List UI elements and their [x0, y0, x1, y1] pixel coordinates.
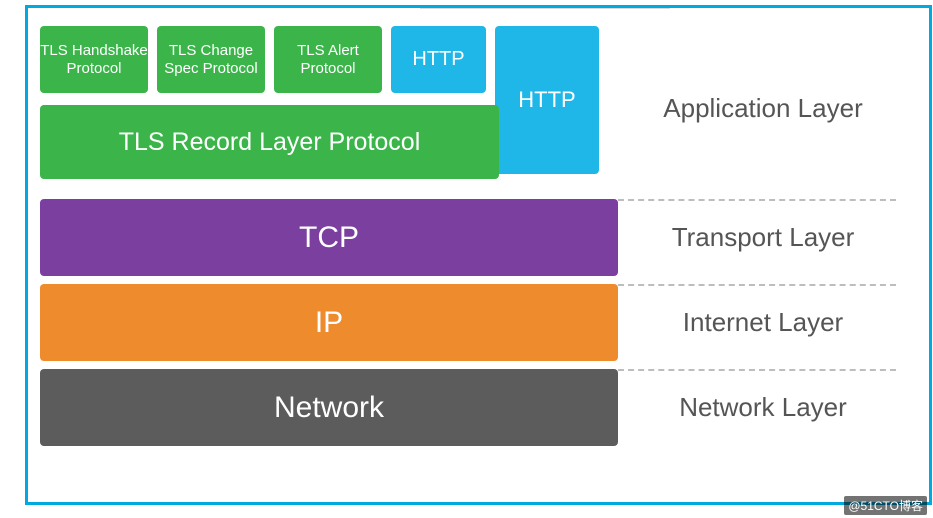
- application-layer-label: Application Layer: [663, 93, 862, 124]
- internet-layer-row: IP Internet Layer: [40, 284, 917, 361]
- application-layer-row: TLS Handshake Protocol TLS Change Spec P…: [40, 26, 917, 191]
- tcp-box: TCP: [40, 199, 618, 276]
- transport-layer-row: TCP Transport Layer: [40, 199, 917, 276]
- transport-layer-label: Transport Layer: [672, 222, 855, 253]
- transport-label-col: Transport Layer: [618, 199, 908, 276]
- network-box: Network: [40, 369, 618, 446]
- internet-layer-label: Internet Layer: [683, 307, 843, 338]
- internet-label-col: Internet Layer: [618, 284, 908, 361]
- diagram-frame: TLS Handshake Protocol TLS Change Spec P…: [25, 5, 932, 505]
- divider-3: [618, 369, 896, 371]
- network-label-col: Network Layer: [618, 369, 908, 446]
- tls-record-box: TLS Record Layer Protocol: [40, 105, 499, 179]
- application-blocks: TLS Handshake Protocol TLS Change Spec P…: [40, 26, 618, 179]
- network-layer-row: Network Network Layer: [40, 369, 917, 446]
- application-bottom-row: TLS Record Layer Protocol: [40, 105, 618, 179]
- divider-1: [618, 199, 896, 201]
- tls-handshake-box: TLS Handshake Protocol: [40, 26, 148, 93]
- tls-change-spec-box: TLS Change Spec Protocol: [157, 26, 265, 93]
- watermark: @51CTO博客: [844, 496, 927, 515]
- tls-alert-box: TLS Alert Protocol: [274, 26, 382, 93]
- ip-box: IP: [40, 284, 618, 361]
- network-layer-label: Network Layer: [679, 392, 847, 423]
- http-small-box: HTTP: [391, 26, 486, 93]
- divider-2: [618, 284, 896, 286]
- application-label-col: Application Layer: [618, 26, 908, 191]
